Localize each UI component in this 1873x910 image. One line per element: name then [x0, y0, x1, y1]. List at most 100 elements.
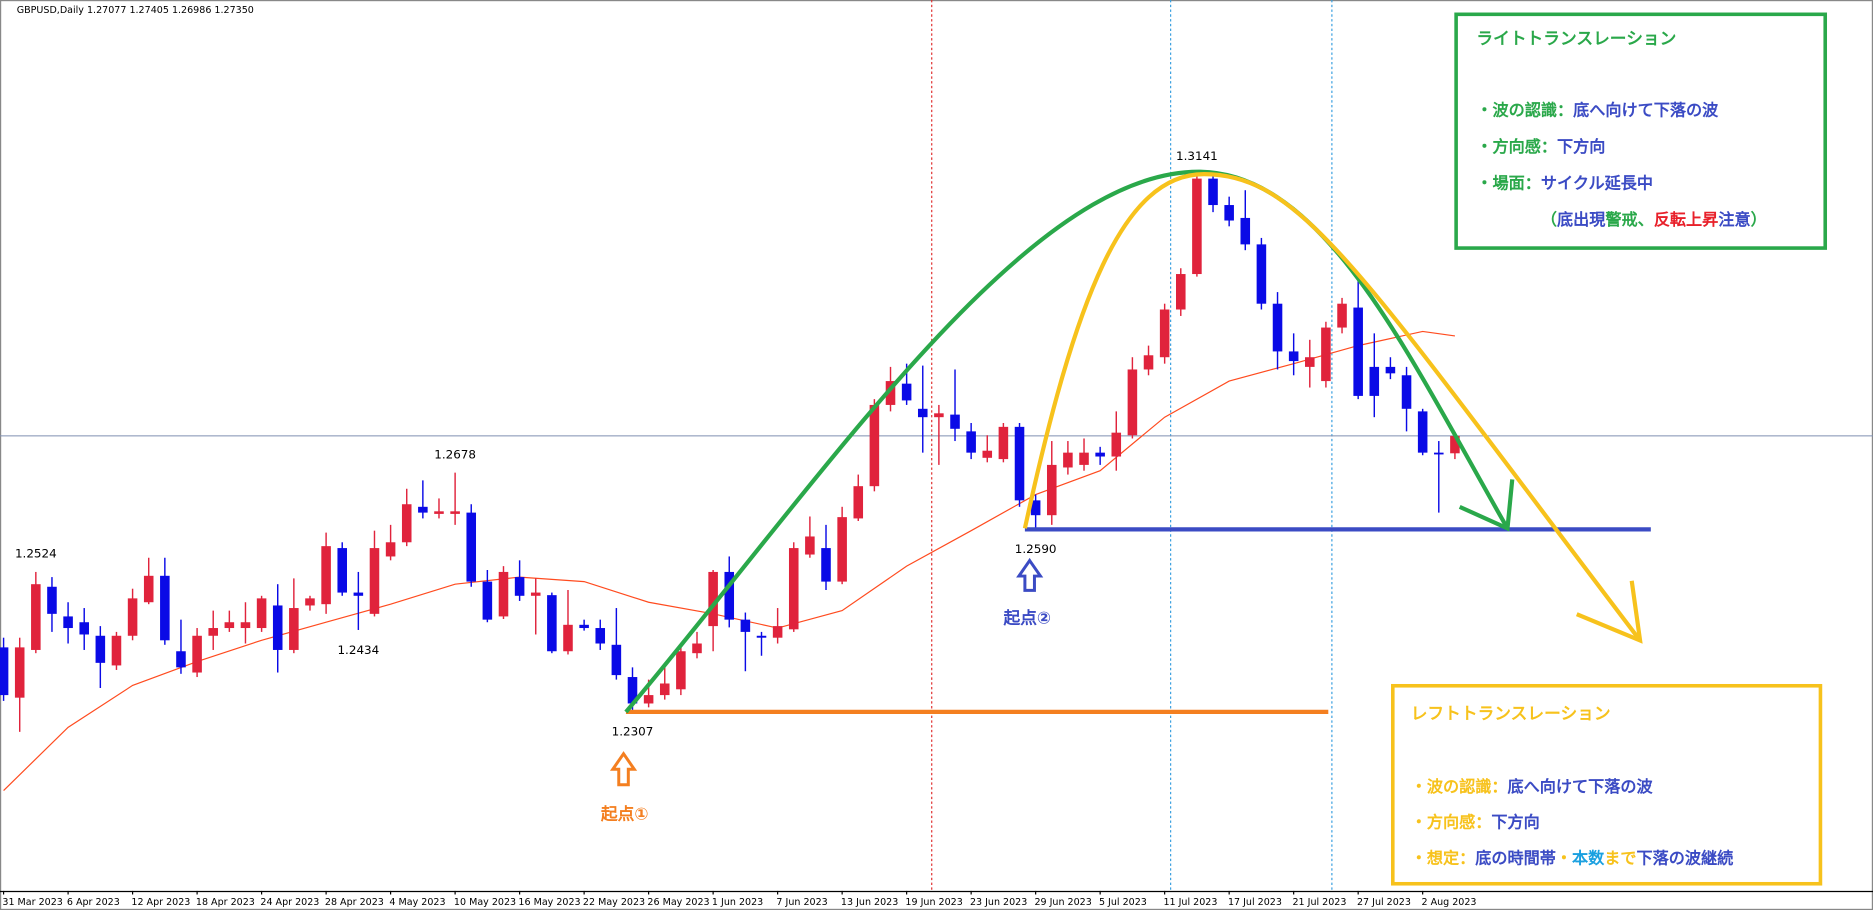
- box-line-part: ）: [1751, 210, 1767, 229]
- box-line-part: （: [1541, 210, 1557, 229]
- candle-body: [934, 413, 944, 418]
- candle-body: [1272, 303, 1283, 352]
- candle-body: [192, 635, 202, 673]
- x-tick-label: 6 Apr 2023: [67, 897, 120, 908]
- box-line: ・場面：サイクル延長中: [1476, 173, 1653, 192]
- candle-body: [821, 548, 831, 582]
- box-line: ・波の認識：底へ向けて下落の波: [1476, 101, 1719, 120]
- candle-body: [434, 511, 444, 514]
- x-tick-label: 31 Mar 2023: [2, 897, 62, 908]
- x-tick-label: 18 Apr 2023: [196, 897, 255, 908]
- x-tick-label: 2 Aug 2023: [1421, 897, 1476, 908]
- price-label: 1.2524: [15, 547, 57, 561]
- box-line-part: ・波の認識：: [1476, 101, 1573, 120]
- box-line-part: 下落の波継続: [1637, 848, 1734, 867]
- candle-body: [1417, 411, 1428, 453]
- candle-body: [1030, 500, 1041, 516]
- candle-body: [982, 450, 993, 458]
- candle-body: [256, 598, 267, 629]
- candle-body: [724, 571, 735, 620]
- candle-body: [611, 644, 622, 676]
- box-line: ・方向感：下方向: [1411, 813, 1540, 832]
- candle-body: [47, 586, 57, 614]
- box-line-part: ・方向感：: [1476, 137, 1557, 156]
- candle-body: [1305, 357, 1315, 367]
- candle-body: [1208, 178, 1218, 206]
- wave-curve: [624, 169, 1510, 714]
- x-tick-label: 16 May 2023: [518, 897, 580, 908]
- candle-body: [1143, 355, 1154, 370]
- candle-body: [143, 575, 154, 603]
- candle-body: [272, 605, 283, 650]
- wave-curve: [1022, 172, 1642, 642]
- candle-body: [337, 548, 348, 593]
- candle-body: [1127, 369, 1138, 436]
- candle-body: [321, 546, 331, 605]
- box-line-part: 底へ向けて下落の波: [1507, 777, 1653, 796]
- candle-body: [401, 504, 412, 543]
- candle-body: [676, 651, 686, 690]
- candle-body: [966, 431, 976, 453]
- x-tick-label: 13 Jun 2023: [841, 897, 898, 908]
- box-line-part: ・: [1556, 848, 1572, 867]
- candle-body: [805, 536, 815, 555]
- candle-body: [1224, 205, 1234, 221]
- arrow-head: [1458, 479, 1515, 532]
- x-tick-label: 28 Apr 2023: [325, 897, 384, 908]
- origin-label: 起点②: [1002, 608, 1051, 628]
- candle-body: [79, 622, 89, 635]
- candle-body: [998, 426, 1009, 460]
- candle-body: [1369, 366, 1380, 396]
- candle-body: [950, 414, 960, 429]
- candle-body: [1337, 303, 1347, 328]
- price-label: 1.2434: [337, 643, 379, 657]
- candle-body: [111, 635, 122, 666]
- candle-body: [853, 486, 864, 519]
- candle-body: [1321, 327, 1331, 382]
- candle-body: [450, 511, 460, 514]
- box-line-part: 底へ向けて下落の波: [1573, 101, 1719, 120]
- candle-body: [1014, 426, 1025, 501]
- candle-body: [369, 548, 380, 614]
- candle-body: [659, 683, 670, 696]
- note-box: [1454, 12, 1828, 250]
- candle-body: [692, 643, 702, 654]
- box-line: ・想定：底の時間帯・本数まで下落の波継続: [1411, 848, 1734, 867]
- box-line-part: まで: [1604, 848, 1636, 867]
- candle-body: [498, 571, 509, 617]
- box-line-part: 注意: [1718, 210, 1750, 229]
- candle-body: [63, 616, 73, 629]
- candle-body: [208, 628, 218, 636]
- candle-body: [643, 695, 654, 704]
- candle-body: [1046, 464, 1057, 516]
- candle-body: [224, 622, 235, 629]
- x-tick-label: 27 Jul 2023: [1357, 897, 1411, 908]
- candle-body: [1434, 452, 1444, 455]
- box-line-part: 反転上昇: [1654, 210, 1719, 229]
- box-line-part: サイクル延長中: [1541, 173, 1653, 192]
- candle-body: [289, 608, 299, 650]
- x-tick-label: 22 May 2023: [583, 897, 645, 908]
- x-tick-label: 4 May 2023: [389, 897, 445, 908]
- candle-body: [1256, 244, 1267, 304]
- origin-label: 起点①: [600, 803, 649, 823]
- x-tick-label: 21 Jul 2023: [1292, 897, 1346, 908]
- box-line-part: 警戒、: [1604, 210, 1653, 229]
- box-line: ・方向感：下方向: [1476, 137, 1605, 156]
- candle-body: [1159, 309, 1170, 358]
- candle-body: [160, 575, 170, 641]
- candle-body: [563, 624, 573, 652]
- arrow-head: [1575, 580, 1643, 644]
- price-label: 1.2307: [612, 725, 654, 739]
- candle-body: [1192, 178, 1202, 275]
- x-tick-label: 24 Apr 2023: [260, 897, 319, 908]
- candle-body: [1079, 452, 1089, 465]
- candle-body: [579, 624, 589, 629]
- candle-body: [127, 598, 138, 636]
- x-tick-label: 1 Jun 2023: [712, 897, 763, 908]
- candle-body: [901, 383, 912, 401]
- symbol-header: GBPUSD,Daily 1.27077 1.27405 1.26986 1.2…: [17, 5, 254, 16]
- price-label: 1.2590: [1015, 542, 1057, 556]
